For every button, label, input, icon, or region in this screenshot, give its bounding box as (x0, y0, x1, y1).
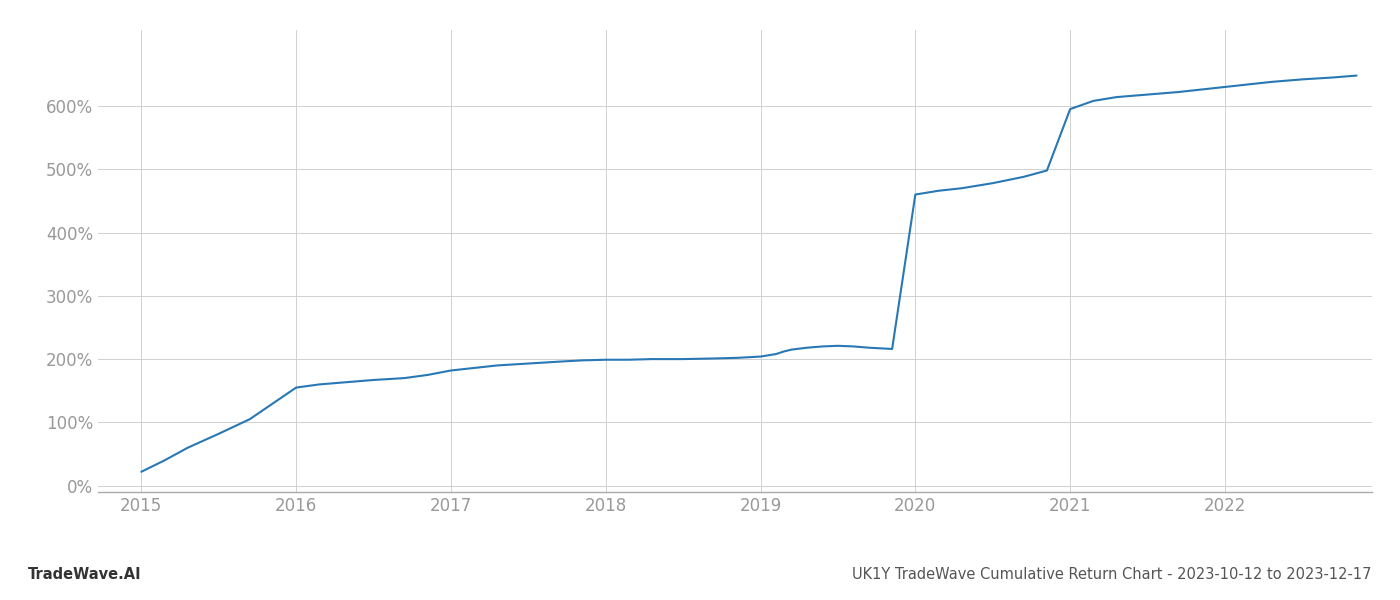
Text: UK1Y TradeWave Cumulative Return Chart - 2023-10-12 to 2023-12-17: UK1Y TradeWave Cumulative Return Chart -… (853, 567, 1372, 582)
Text: TradeWave.AI: TradeWave.AI (28, 567, 141, 582)
